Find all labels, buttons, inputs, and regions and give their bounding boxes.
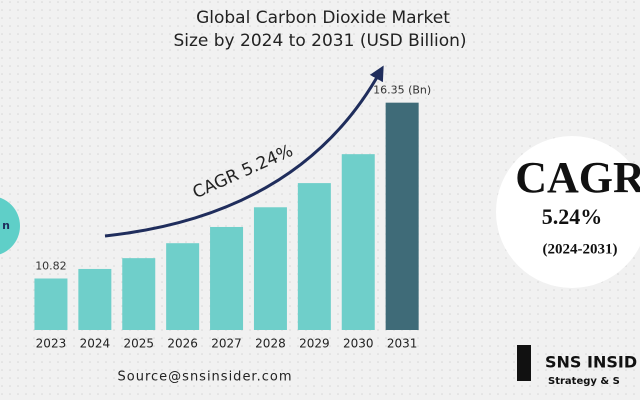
bar bbox=[78, 268, 112, 330]
source: Source@snsinsider.com bbox=[118, 370, 293, 385]
bar bbox=[341, 154, 375, 330]
cagr-badge bbox=[496, 136, 640, 288]
growth-arrow bbox=[104, 65, 384, 238]
logo-name: SNS INSID bbox=[545, 353, 637, 372]
bar bbox=[34, 278, 68, 330]
badge-value: 5.24% bbox=[542, 204, 603, 229]
x-tick-label: 2023 bbox=[36, 337, 67, 351]
x-tick-label: 2025 bbox=[123, 337, 154, 351]
logo: SNS INSID Strategy & S bbox=[517, 345, 637, 387]
x-tick-label: 2024 bbox=[80, 337, 111, 351]
bar bbox=[210, 226, 244, 330]
value-label: 16.35 (Bn) bbox=[373, 84, 431, 97]
bar bbox=[385, 102, 419, 331]
left-badge bbox=[0, 197, 20, 255]
x-tick-label: 2026 bbox=[167, 337, 198, 351]
logo-icon bbox=[517, 345, 531, 381]
value-label: 10.82 bbox=[35, 259, 67, 272]
bar bbox=[297, 183, 331, 330]
x-tick-label: 2028 bbox=[255, 337, 286, 351]
x-tick-label: 2027 bbox=[211, 337, 242, 351]
bar bbox=[122, 258, 156, 330]
badge-period: (2024-2031) bbox=[543, 241, 618, 257]
x-tick-label: 2031 bbox=[387, 337, 418, 351]
badge-title: CAGR bbox=[515, 153, 640, 202]
chart-title: Size by 2024 to 2031 (USD Billion) bbox=[173, 31, 466, 51]
logo-tagline: Strategy & S bbox=[548, 376, 620, 387]
bar bbox=[166, 243, 200, 330]
chart-title: Global Carbon Dioxide Market bbox=[196, 8, 450, 28]
bar bbox=[253, 207, 287, 330]
x-tick-label: 2030 bbox=[343, 337, 374, 351]
left-badge-text: n bbox=[2, 219, 10, 232]
x-tick-label: 2029 bbox=[299, 337, 330, 351]
